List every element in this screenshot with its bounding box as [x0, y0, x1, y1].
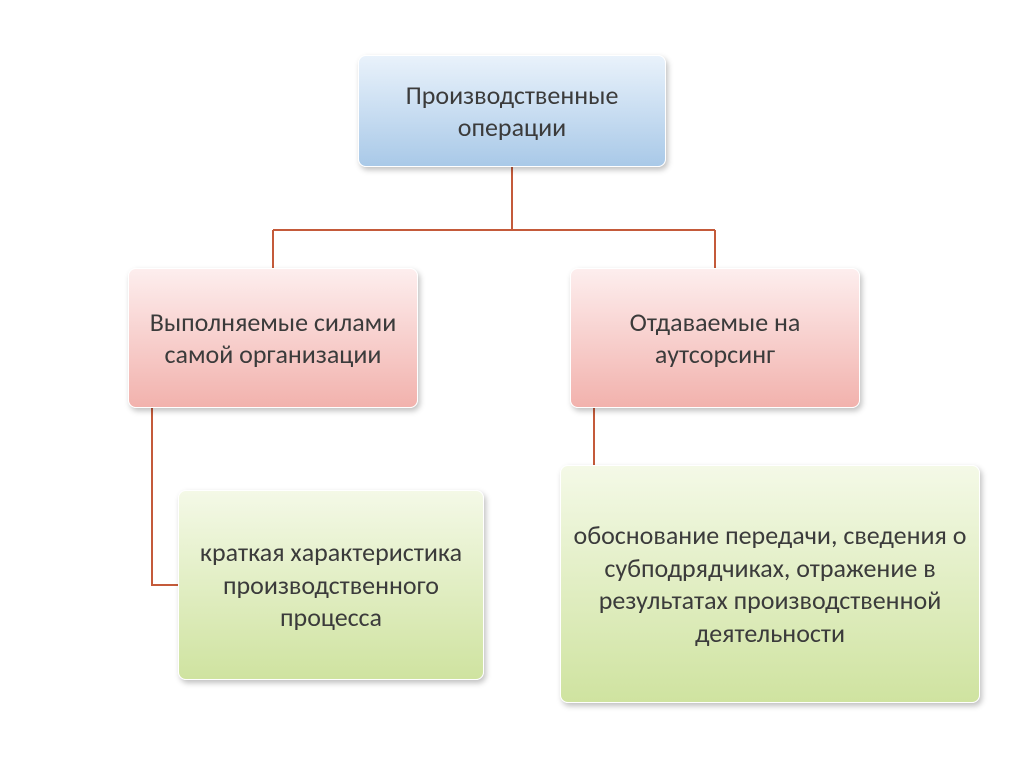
node-right1: Отдаваемые на аутсорсинг	[570, 268, 860, 408]
node-left1-label: Выполняемые силами самой организации	[129, 300, 417, 377]
node-root: Производственные операции	[358, 55, 666, 167]
node-left2-label: краткая характеристика производственного…	[179, 530, 483, 640]
node-right1-label: Отдаваемые на аутсорсинг	[571, 300, 859, 377]
node-root-label: Производственные операции	[359, 73, 665, 150]
node-left1: Выполняемые силами самой организации	[128, 268, 418, 408]
node-left2: краткая характеристика производственного…	[178, 490, 484, 680]
node-right2-label: обоснование передачи, сведения о субподр…	[561, 513, 979, 655]
node-right2: обоснование передачи, сведения о субподр…	[560, 465, 980, 703]
